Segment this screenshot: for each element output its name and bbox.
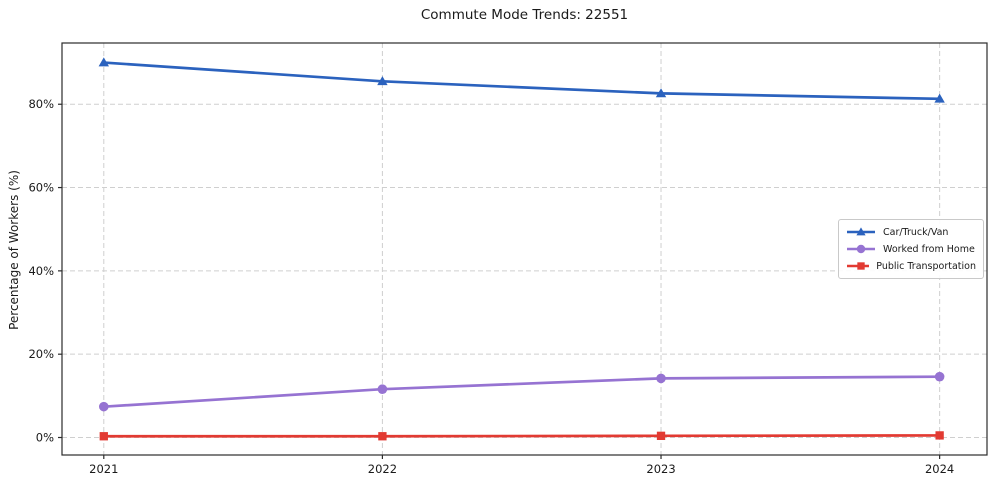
legend-square-sample-icon	[847, 262, 870, 270]
circle-marker-icon	[99, 401, 109, 412]
x-tick-label: 2021	[89, 462, 118, 476]
triangle-marker-icon	[377, 76, 388, 86]
x-tick-label: 2023	[646, 462, 675, 476]
series-line-worked-from-home	[102, 375, 941, 409]
circle-marker-icon	[934, 371, 945, 382]
x-tick-label: 2022	[368, 462, 397, 476]
plot-frame	[61, 42, 988, 456]
series-line-car-truck-van	[102, 61, 941, 101]
square-marker-icon	[378, 432, 387, 441]
y-tick-label: 20%	[28, 347, 54, 361]
legend-triangle-up-sample-icon	[847, 227, 875, 236]
chart-title: Commute Mode Trends: 22551	[420, 7, 629, 23]
legend-circle-sample-icon	[847, 244, 875, 254]
legend-item-public-transportation: Public Transportation	[846, 259, 976, 273]
legend-label: Car/Truck/Van	[883, 226, 949, 238]
triangle-marker-icon	[98, 57, 109, 67]
series-line-public-transportation	[102, 434, 941, 438]
legend-label: Public Transportation	[876, 260, 976, 272]
y-tick-label: 60%	[28, 181, 54, 195]
circle-marker-icon	[656, 373, 666, 384]
circle-marker-icon	[377, 384, 388, 394]
square-marker-icon	[857, 262, 865, 270]
y-tick-label: 40%	[28, 264, 54, 278]
x-tick-label: 2024	[925, 462, 954, 476]
triangle-marker-icon	[655, 88, 667, 98]
circle-marker-icon	[856, 244, 866, 254]
square-marker-icon	[99, 432, 108, 441]
legend-label: Worked from Home	[883, 243, 975, 255]
y-tick-label: 0%	[36, 431, 54, 445]
y-tick-label: 80%	[28, 97, 54, 111]
legend: Car/Truck/Van Worked from Home Public Tran…	[838, 219, 984, 279]
triangle-marker-icon	[856, 227, 866, 236]
square-marker-icon	[656, 431, 666, 440]
legend-item-car-truck-van: Car/Truck/Van	[846, 225, 976, 239]
triangle-marker-icon	[934, 93, 945, 103]
square-marker-icon	[935, 431, 944, 440]
legend-item-worked-from-home: Worked from Home	[846, 242, 976, 256]
